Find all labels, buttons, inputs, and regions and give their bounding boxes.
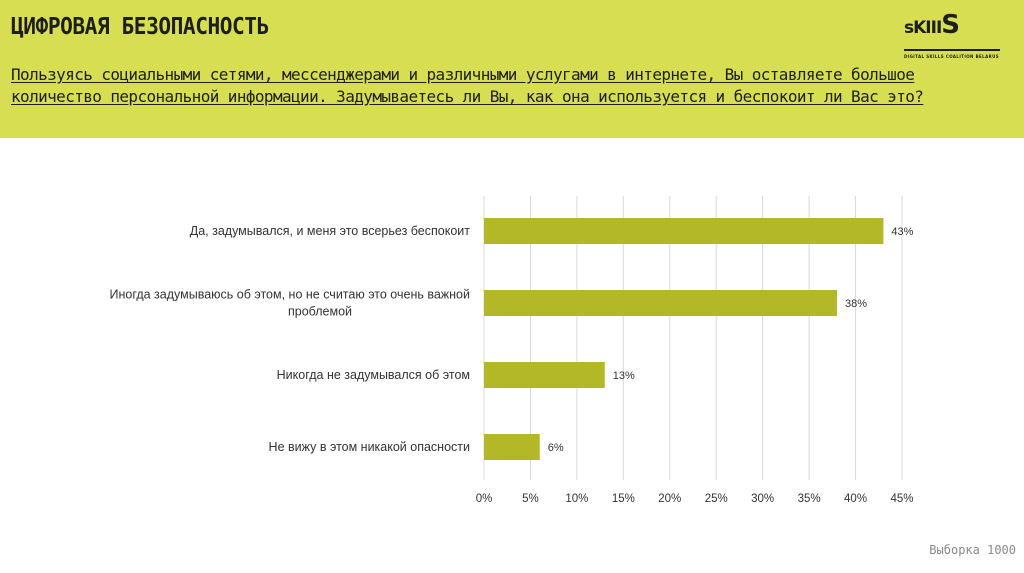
category-label-line: Не вижу в этом никакой опасности [269,440,470,454]
category-label-line: Иногда задумываюсь об этом, но не считаю… [110,288,471,302]
category-label: Иногда задумываюсь об этом, но не считаю… [110,288,471,319]
header-banner: ЦИФРОВАЯ БЕЗОПАСНОСТЬ Пользуясь социальн… [0,0,1024,138]
logo-mid: KIII [913,18,942,38]
category-label: Никогда не задумывался об этом [277,368,470,382]
data-label: 13% [613,370,635,382]
bar [484,434,540,460]
x-tick-label: 30% [751,493,774,505]
x-tick-label: 0% [476,493,493,505]
x-tick-label: 35% [798,493,821,505]
category-label-line: Никогда не задумывался об этом [277,368,470,382]
survey-question: Пользуясь социальными сетями, мессенджер… [11,65,924,106]
data-label: 43% [891,226,913,238]
bar-chart: 43% 38% 13% 6% Да, задумывался, и меня это … [110,196,914,505]
sample-size-note: Выборка 1000 [929,543,1016,557]
category-label-line: проблемой [288,305,352,319]
logo-wordmark: sKIIIS [904,10,960,40]
x-tick-label: 45% [890,493,913,505]
x-tick-label: 40% [844,493,867,505]
logo-prefix: s [904,18,914,38]
category-label-line: Да, задумывался, и меня это всерьез бесп… [190,224,471,238]
x-axis-ticks: 0% 5% 10% 15% 20% 25% 30% 35% 40% 45% [476,493,914,505]
data-label: 38% [845,298,867,310]
x-tick-label: 15% [612,493,635,505]
category-labels: Да, задумывался, и меня это всерьез бесп… [110,224,471,454]
x-tick-label: 5% [522,493,539,505]
logo-suffix: S [941,10,960,40]
logo-underline [904,49,1000,51]
x-tick-label: 10% [565,493,588,505]
logo-tagline: DIGITAL SKILLS COALITION BELARUS [904,54,1000,59]
bar [484,362,605,388]
x-tick-label: 20% [658,493,681,505]
bars: 43% 38% 13% 6% [484,218,914,460]
category-label: Не вижу в этом никакой опасности [269,440,470,454]
data-label: 6% [548,442,564,454]
category-label: Да, задумывался, и меня это всерьез бесп… [190,224,471,238]
bar [484,218,884,244]
x-tick-label: 25% [705,493,728,505]
page-title: ЦИФРОВАЯ БЕЗОПАСНОСТЬ [11,14,269,40]
skills-logo: sKIIIS DIGITAL SKILLS COALITION BELARUS [900,10,1004,60]
bar [484,290,837,316]
